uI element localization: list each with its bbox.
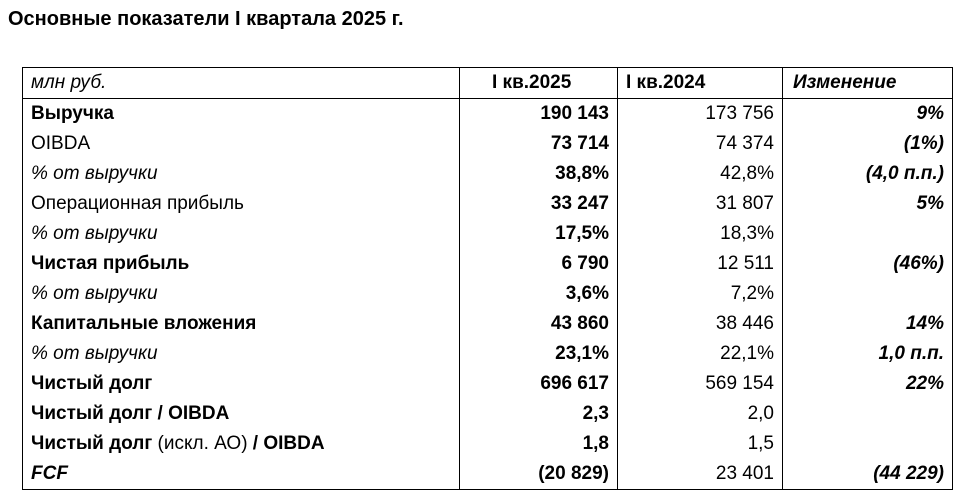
current-value: 73 714: [459, 129, 618, 159]
current-value: 6 790: [459, 249, 618, 279]
change-value: (4,0 п.п.): [782, 159, 953, 189]
table-row: Выручка 190 143 173 756 9%: [22, 98, 953, 129]
table-row: Капитальные вложения 43 860 38 446 14%: [22, 309, 953, 339]
row-label: % от выручки: [22, 219, 460, 249]
previous-value: 22,1%: [617, 339, 783, 369]
table-row: OIBDA 73 714 74 374 (1%): [22, 129, 953, 159]
current-value: 3,6%: [459, 279, 618, 309]
current-value: (20 829): [459, 459, 618, 490]
change-value: [782, 429, 953, 459]
row-label-part: / OIBDA: [247, 433, 325, 454]
previous-period-header: I кв.2024: [617, 67, 783, 99]
previous-value: 7,2%: [617, 279, 783, 309]
previous-value: 23 401: [617, 459, 783, 490]
current-value: 696 617: [459, 369, 618, 399]
row-label: FCF: [22, 459, 460, 490]
table-row: Чистый долг 696 617 569 154 22%: [22, 369, 953, 399]
previous-value: 31 807: [617, 189, 783, 219]
previous-value: 173 756: [617, 98, 783, 129]
change-value: 14%: [782, 309, 953, 339]
table-row: % от выручки 3,6% 7,2%: [22, 279, 953, 309]
row-label: OIBDA: [22, 129, 460, 159]
change-value: [782, 399, 953, 429]
table-row: Операционная прибыль 33 247 31 807 5%: [22, 189, 953, 219]
current-value: 190 143: [459, 98, 618, 129]
table-row: % от выручки 17,5% 18,3%: [22, 219, 953, 249]
table-row: FCF (20 829) 23 401 (44 229): [22, 459, 953, 490]
row-label-part: Чистый долг: [31, 433, 158, 454]
row-label: Операционная прибыль: [22, 189, 460, 219]
change-value: 22%: [782, 369, 953, 399]
current-value: 38,8%: [459, 159, 618, 189]
row-label-note: (искл. АО): [157, 433, 248, 454]
previous-value: 18,3%: [617, 219, 783, 249]
change-value: (46%): [782, 249, 953, 279]
change-value: (1%): [782, 129, 953, 159]
change-value: 9%: [782, 98, 953, 129]
units-header: млн руб.: [22, 67, 460, 99]
current-value: 17,5%: [459, 219, 618, 249]
current-period-header: I кв.2025: [459, 67, 618, 99]
previous-value: 74 374: [617, 129, 783, 159]
previous-value: 42,8%: [617, 159, 783, 189]
current-value: 1,8: [459, 429, 618, 459]
previous-value: 1,5: [617, 429, 783, 459]
table-row: Чистая прибыль 6 790 12 511 (46%): [22, 249, 953, 279]
row-label: Выручка: [22, 98, 460, 129]
page-title: Основные показатели I квартала 2025 г.: [8, 8, 404, 30]
previous-value: 38 446: [617, 309, 783, 339]
current-value: 2,3: [459, 399, 618, 429]
change-header: Изменение: [782, 67, 953, 99]
row-label: % от выручки: [22, 279, 460, 309]
change-value: 5%: [782, 189, 953, 219]
change-value: [782, 219, 953, 249]
previous-value: 12 511: [617, 249, 783, 279]
row-label: Чистый долг / OIBDA: [22, 399, 460, 429]
table-row: % от выручки 23,1% 22,1% 1,0 п.п.: [22, 339, 953, 369]
table-header-row: млн руб. I кв.2025 I кв.2024 Изменение: [22, 67, 953, 99]
table-row: Чистый долг / OIBDA 2,3 2,0: [22, 399, 953, 429]
table-row: Чистый долг (искл. АО) / OIBDA 1,8 1,5: [22, 429, 953, 459]
previous-value: 2,0: [617, 399, 783, 429]
current-value: 33 247: [459, 189, 618, 219]
row-label: Чистый долг: [22, 369, 460, 399]
row-label: % от выручки: [22, 339, 460, 369]
current-value: 23,1%: [459, 339, 618, 369]
previous-value: 569 154: [617, 369, 783, 399]
row-label: % от выручки: [22, 159, 460, 189]
change-value: [782, 279, 953, 309]
row-label: Чистая прибыль: [22, 249, 460, 279]
key-metrics-table: млн руб. I кв.2025 I кв.2024 Изменение В…: [22, 67, 953, 490]
change-value: (44 229): [782, 459, 953, 490]
row-label: Чистый долг (искл. АО) / OIBDA: [22, 429, 460, 459]
table-row: % от выручки 38,8% 42,8% (4,0 п.п.): [22, 159, 953, 189]
change-value: 1,0 п.п.: [782, 339, 953, 369]
current-value: 43 860: [459, 309, 618, 339]
row-label: Капитальные вложения: [22, 309, 460, 339]
